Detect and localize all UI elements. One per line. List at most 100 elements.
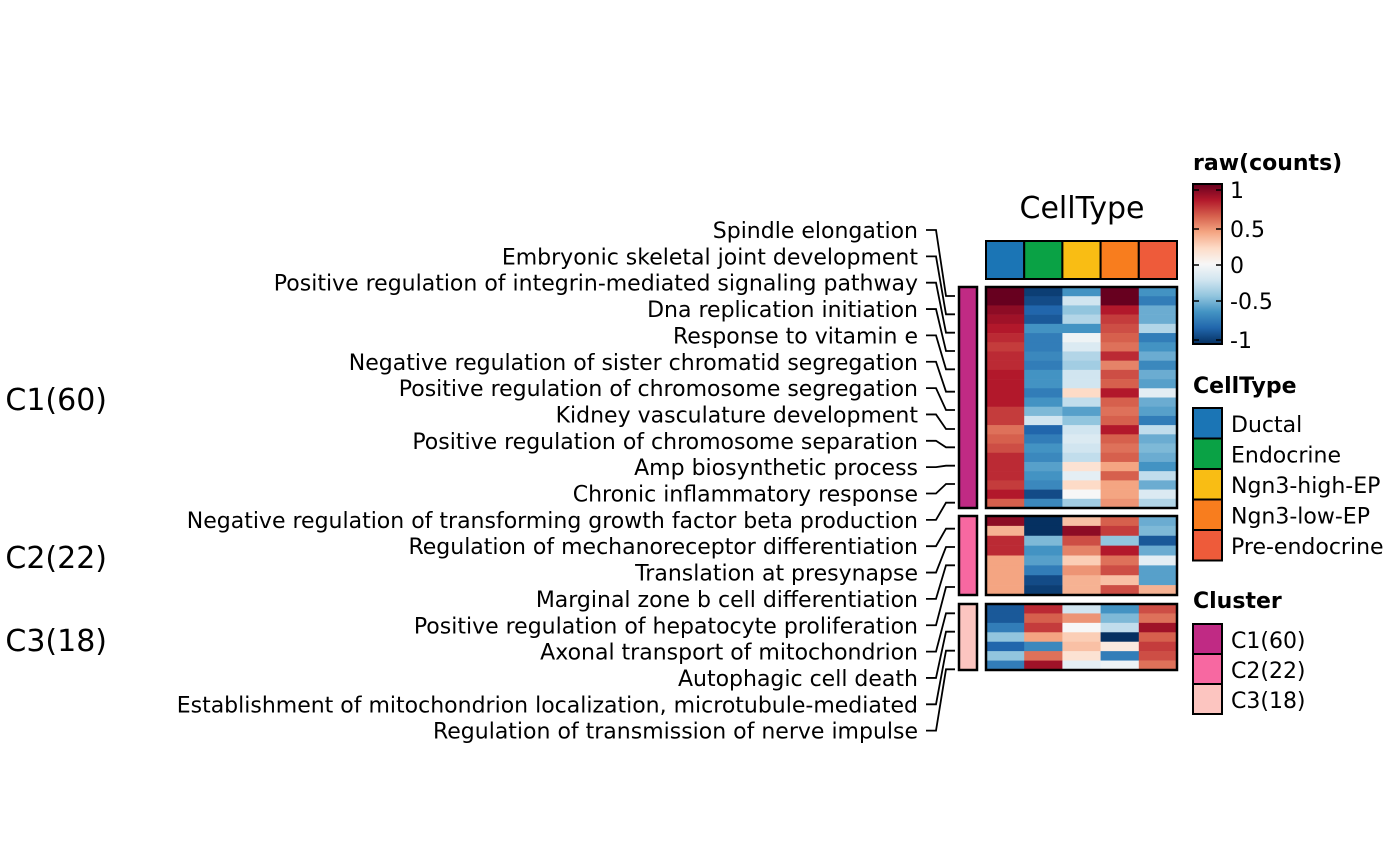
heatmap-cell (986, 498, 1025, 509)
heatmap-cell (1062, 651, 1101, 661)
heatmap-cell (1138, 406, 1178, 417)
heatmap-cell (1024, 379, 1063, 389)
heatmap-cell (1138, 498, 1178, 509)
heatmap-cell (986, 545, 1025, 556)
heatmap-cell (1100, 622, 1140, 633)
cluster-legend-swatch (1192, 653, 1223, 685)
row-label: Negative regulation of transforming grow… (187, 509, 918, 534)
heatmap-cell (1100, 397, 1140, 408)
heatmap-cell (1100, 314, 1140, 325)
label-connector-line (926, 281, 955, 334)
heatmap-cell (1024, 443, 1063, 454)
heatmap-cell (1024, 660, 1063, 671)
label-connector-line (926, 387, 955, 411)
heatmap-cell (1062, 565, 1101, 576)
heatmap-cell (1024, 452, 1063, 463)
label-connector-line (926, 546, 955, 574)
heatmap-cell (1062, 351, 1101, 361)
heatmap-cell (1138, 489, 1178, 500)
heatmap-cell (1100, 425, 1140, 435)
label-connector-line (926, 668, 955, 732)
heatmap-cell (1062, 296, 1101, 306)
heatmap-cell (1100, 360, 1140, 371)
heatmap-cell (1062, 434, 1101, 444)
heatmap-cell (1024, 622, 1063, 633)
heatmap-cell (986, 555, 1025, 566)
label-connector-line (926, 564, 955, 600)
heatmap-cell (986, 471, 1025, 481)
cluster-legend-swatch (1192, 683, 1223, 715)
heatmap-cell (986, 351, 1025, 361)
heatmap-cell (1062, 360, 1101, 371)
heatmap-cell (1024, 565, 1063, 576)
heatmap-cell (1100, 342, 1140, 352)
heatmap-cell (1100, 489, 1140, 500)
celltype-legend-swatch (1192, 468, 1223, 501)
heatmap-cell (986, 287, 1025, 297)
heatmap-cell (1100, 535, 1140, 546)
heatmap-cell (1024, 632, 1063, 643)
heatmap-cell (1024, 296, 1063, 306)
heatmap-cell (1062, 461, 1101, 472)
heatmap-cell (986, 651, 1025, 661)
heatmap-cell (986, 535, 1025, 546)
heatmap-cell (1024, 434, 1063, 444)
heatmap-cell (1100, 415, 1140, 426)
heatmap-cell (1024, 388, 1063, 398)
heatmap-cell (1024, 461, 1063, 472)
heatmap-cell (986, 360, 1025, 371)
celltype-annotation-cell (1061, 240, 1102, 280)
heatmap-cell (1100, 296, 1140, 306)
heatmap-cell (986, 406, 1025, 417)
heatmap-cell (986, 489, 1025, 500)
cluster-label: C2(22) (5, 541, 107, 576)
cluster-annotation-bar (957, 285, 979, 510)
heatmap-cell (1100, 333, 1140, 343)
label-connector-line (926, 501, 955, 521)
row-label: Positive regulation of integrin-mediated… (274, 272, 918, 297)
heatmap-cell (986, 565, 1025, 576)
heatmap-cell (1024, 613, 1063, 624)
heatmap-cell (1024, 397, 1063, 408)
heatmap-cell (1100, 613, 1140, 624)
heatmap-cell (986, 388, 1025, 398)
heatmap-cell (1062, 425, 1101, 435)
heatmap-cell (1062, 305, 1101, 315)
heatmap-cell (1138, 287, 1178, 297)
heatmap-cell (1138, 555, 1178, 566)
row-label: Chronic inflammatory response (573, 483, 918, 508)
heatmap-cell (1138, 641, 1178, 652)
heatmap-cell (986, 480, 1025, 490)
heatmap-cell (986, 585, 1025, 596)
label-connector-line (926, 612, 955, 653)
heatmap-cell (1024, 651, 1063, 661)
cluster-annotation-bar (957, 514, 979, 597)
heatmap-cell (1062, 622, 1101, 633)
heatmap-cell (1062, 555, 1101, 566)
heatmap-cell (1062, 613, 1101, 624)
row-label: Positive regulation of hepatocyte prolif… (414, 614, 918, 639)
celltype-legend-label: Ngn3-low-EP (1231, 505, 1370, 530)
row-label: Positive regulation of chromosome separa… (412, 430, 918, 455)
heatmap-cell (1062, 480, 1101, 490)
row-label: Regulation of mechanoreceptor differenti… (408, 535, 918, 560)
heatmap-cell (1062, 342, 1101, 352)
heatmap-cell (1024, 641, 1063, 652)
heatmap-cell (986, 632, 1025, 643)
colorbar-tick-label: -1 (1230, 329, 1252, 354)
heatmap-cell (1024, 425, 1063, 435)
colorbar (1192, 183, 1223, 345)
heatmap-cell (986, 613, 1025, 624)
row-label: Autophagic cell death (678, 667, 918, 692)
heatmap-cell (1024, 342, 1063, 352)
colorbar-tick-label: 0 (1230, 254, 1244, 279)
heatmap-cell (986, 461, 1025, 472)
heatmap-cell (1062, 443, 1101, 454)
heatmap-cell (1024, 525, 1063, 537)
heatmap-cell (1062, 287, 1101, 297)
heatmap-cell (1138, 525, 1178, 537)
heatmap-cell (986, 604, 1025, 614)
label-connector-line (926, 413, 955, 430)
heatmap-cell (986, 296, 1025, 306)
heatmap-cell (1138, 342, 1178, 352)
